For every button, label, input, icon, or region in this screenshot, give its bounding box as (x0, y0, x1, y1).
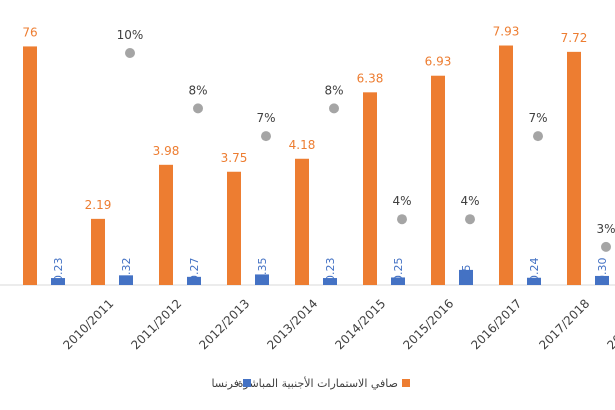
scatter-point-percent (465, 214, 475, 225)
scatter-point-percent (125, 48, 135, 58)
legend-label-fdi: صافي الاستمارات الأجنبية المباشرة (238, 376, 398, 390)
x-tick-label: 2011/2012 (128, 296, 184, 352)
scatter-point-percent (601, 241, 611, 252)
x-tick-label: 2012/2013 (196, 296, 252, 352)
bar-france (323, 278, 337, 285)
bar-france (595, 275, 609, 285)
data-label-france: 0.5 (460, 265, 473, 283)
bar-fdi (159, 164, 173, 285)
bar-fdi (363, 92, 377, 285)
data-label-percent: 8% (188, 83, 207, 97)
data-label-france: 0.32 (120, 258, 133, 283)
data-label-percent: 10% (117, 28, 144, 42)
x-tick-label: 2014/2015 (332, 296, 388, 352)
data-label-france: 0.27 (188, 258, 201, 283)
x-tick-label: 2010/2011 (60, 296, 116, 352)
bar-fdi (431, 75, 445, 286)
data-label-fdi: 4.18 (289, 138, 316, 152)
data-label-fdi: 3.98 (153, 144, 180, 158)
data-label-fdi: 7.72 (561, 31, 588, 45)
bar-fdi (23, 46, 37, 285)
data-label-percent: 8% (324, 83, 343, 97)
data-label-fdi: 6.38 (357, 71, 384, 85)
data-label-percent: 4% (460, 194, 479, 208)
x-tick-label: 2016/2017 (468, 296, 524, 352)
data-label-france: 0.24 (528, 258, 541, 283)
bar-fdi (567, 51, 581, 285)
data-label-france: 0.23 (52, 258, 65, 283)
data-label-france: 0.35 (256, 258, 269, 283)
legend-label-france: فرنسا (211, 377, 239, 390)
data-label-france: 0.23 (324, 258, 337, 283)
scatter-point-percent (397, 214, 407, 225)
scatter-point-percent (329, 103, 339, 114)
x-tick-label: 2015/2016 (400, 296, 456, 352)
bar-france (391, 277, 405, 285)
data-label-fdi: 7.93 (493, 25, 520, 39)
x-tick-label: 2017/2018 (536, 296, 592, 352)
scatter-point-percent (261, 131, 271, 142)
data-label-percent: 3% (596, 222, 615, 236)
data-label-fdi: 6.93 (425, 55, 452, 69)
x-axis-labels: 2010/2011 2011/2012 2012/2013 2013/2014 2014… (60, 296, 615, 352)
data-label-fdi: 3.75 (221, 151, 248, 165)
data-label-fdi: 2.19 (85, 198, 112, 212)
bar-fdi (295, 158, 309, 285)
legend-swatch-france (243, 379, 251, 387)
bar-france (527, 277, 541, 285)
bar-france (119, 275, 133, 285)
x-tick-label: 2013/2014 (264, 296, 320, 352)
data-label-percent: 4% (392, 194, 411, 208)
data-label-percent: 7% (528, 111, 547, 125)
bar-france (255, 274, 269, 285)
bar-fdi (499, 45, 513, 285)
bar-france (187, 276, 201, 285)
bar-fdi (91, 218, 105, 285)
bar-france (459, 269, 473, 285)
plot-area: 76 2.19 0.23 10% 3.98 0.32 8% 3.75 0.27 7% 4.18 0.3… (0, 25, 615, 286)
bar-france (51, 278, 65, 285)
data-label-france: 0.30 (596, 258, 609, 283)
data-label-france: 0.25 (392, 258, 405, 283)
bar-fdi (227, 171, 241, 285)
data-label-percent: 7% (256, 111, 275, 125)
data-label-fdi: 76 (22, 25, 37, 39)
legend-swatch-fdi (402, 379, 410, 387)
scatter-point-percent (533, 131, 543, 142)
x-tick-label: 2018/2019 (604, 296, 615, 352)
scatter-point-percent (193, 103, 203, 114)
